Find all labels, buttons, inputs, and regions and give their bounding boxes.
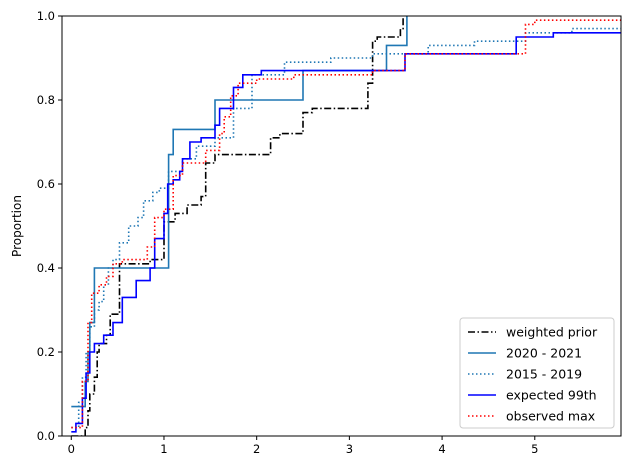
series-line-observed-max — [71, 19, 621, 429]
x-tick-label: 0 — [68, 442, 75, 456]
plot-lines — [71, 16, 621, 436]
y-tick-label: 0.6 — [37, 177, 55, 191]
y-axis-ticks: 0.0 0.2 0.4 0.6 0.8 1.0 — [37, 9, 62, 443]
legend-label-weighted-prior: weighted prior — [506, 325, 598, 340]
y-tick-label: 1.0 — [37, 9, 55, 23]
legend-label-2020-2021: 2020 - 2021 — [506, 346, 582, 361]
y-tick-label: 0.8 — [37, 93, 55, 107]
legend-label-observed-max: observed max — [506, 409, 595, 424]
y-tick-label: 0.0 — [37, 429, 55, 443]
x-tick-label: 4 — [438, 442, 445, 456]
x-tick-label: 3 — [346, 442, 353, 456]
legend-box — [459, 317, 615, 429]
series-line-2015-2019 — [71, 27, 621, 429]
legend-label-expected-99th: expected 99th — [506, 388, 597, 403]
y-tick-label: 0.2 — [37, 345, 55, 359]
y-tick-label: 0.4 — [37, 261, 55, 275]
x-tick-label: 5 — [531, 442, 538, 456]
legend-label-2015-2019: 2015 - 2019 — [506, 367, 582, 382]
x-tick-label: 2 — [253, 442, 260, 456]
legend: weighted prior 2020 - 2021 2015 - 2019 e… — [459, 317, 615, 429]
x-tick-label: 1 — [160, 442, 167, 456]
axes-frame — [61, 15, 622, 437]
x-axis-ticks: 0 1 2 3 4 5 — [68, 436, 538, 456]
y-axis-label: Proportion — [10, 195, 24, 257]
series-line-weighted-prior — [71, 16, 404, 436]
